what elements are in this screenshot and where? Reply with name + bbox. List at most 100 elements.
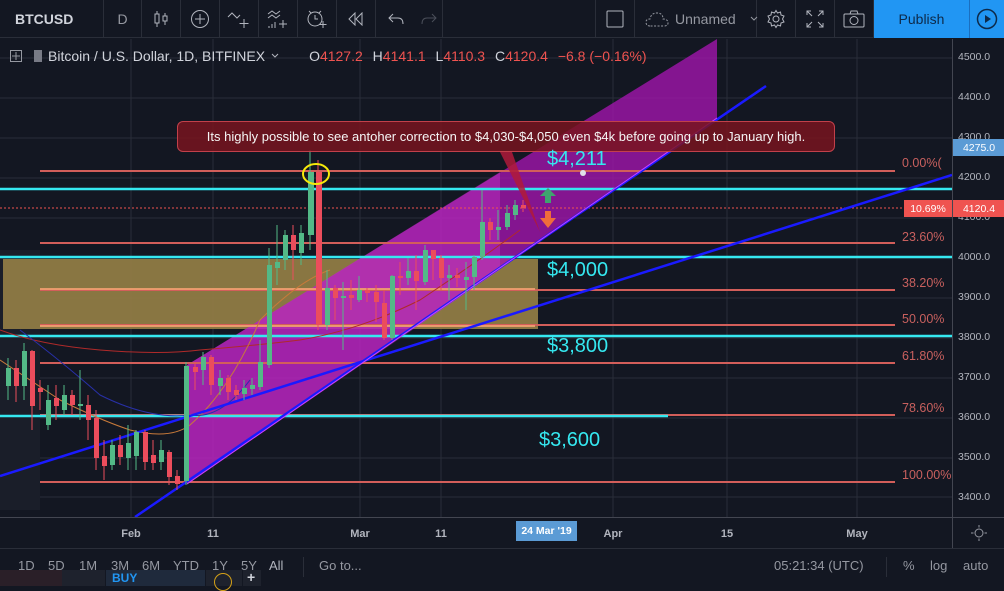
auto-scale-toggle[interactable]: auto xyxy=(963,558,989,573)
range-3m[interactable]: 3M xyxy=(111,558,130,573)
rectangle-select-icon xyxy=(606,10,624,28)
crosshair-date-tag: 24 Mar '19 xyxy=(516,521,577,541)
open-value: 4127.2 xyxy=(319,48,363,64)
axis-settings-button[interactable] xyxy=(952,517,1004,548)
toolbar-spacer xyxy=(443,0,596,38)
layout-name: Unnamed xyxy=(675,10,736,27)
divider xyxy=(303,557,304,577)
time-tick: Mar xyxy=(350,528,370,540)
range-1m[interactable]: 1M xyxy=(79,558,98,573)
close-label: C xyxy=(494,48,506,64)
log-scale-toggle[interactable]: log xyxy=(930,558,948,573)
top-toolbar: BTCUSD D Unnamed Publish xyxy=(0,0,1004,38)
candles-icon xyxy=(152,10,170,28)
add-panel-button[interactable]: + xyxy=(243,569,261,586)
snapshot-button[interactable] xyxy=(835,0,874,38)
price-tick: 3400.0 xyxy=(958,491,991,503)
price-tick: 4500.0 xyxy=(958,51,991,63)
open-label: O xyxy=(309,48,320,64)
redo-button[interactable] xyxy=(415,0,443,38)
level-label-3600[interactable]: $3,600 xyxy=(539,429,601,451)
publish-menu-button[interactable] xyxy=(970,0,1004,38)
range-1y[interactable]: 1Y xyxy=(212,558,228,573)
price-tick: 4200.0 xyxy=(958,171,991,183)
range-ytd[interactable]: YTD xyxy=(173,558,199,573)
trading-panel-spread xyxy=(62,570,105,586)
close-value: 4120.4 xyxy=(505,48,548,64)
price-axis[interactable]: 4500.0 4400.0 4300.0 4200.0 4100.0 4000.… xyxy=(952,39,1004,517)
chevron-down-icon[interactable] xyxy=(271,53,279,59)
chart-pane[interactable]: Bitcoin / U.S. Dollar, 1D, BITFINEX O412… xyxy=(0,39,952,517)
fib-label-50: 50.00% xyxy=(902,312,945,326)
goto-button[interactable]: Go to... xyxy=(319,558,362,573)
price-tick: 4000.0 xyxy=(958,251,991,263)
time-tick: May xyxy=(846,528,868,540)
symbol-search[interactable]: BTCUSD xyxy=(0,0,104,38)
fib-label-61-8: 61.80% xyxy=(902,349,945,363)
price-tick: 4400.0 xyxy=(958,91,991,103)
financials-icon xyxy=(266,9,290,29)
buy-button[interactable]: BUY xyxy=(106,570,205,586)
play-icon xyxy=(976,8,998,30)
indicators-icon xyxy=(227,9,251,29)
level-label-4000[interactable]: $4,000 xyxy=(547,259,609,281)
series-color-icon xyxy=(34,50,42,62)
fib-label-0: 0.00%( xyxy=(902,156,942,170)
chevron-down-icon xyxy=(750,16,758,22)
undo-button[interactable] xyxy=(376,0,415,38)
fib-label-100: 100.00% xyxy=(902,468,952,482)
indicators-button[interactable] xyxy=(220,0,259,38)
clock[interactable]: 05:21:34 (UTC) xyxy=(774,558,864,573)
high-value: 4141.1 xyxy=(382,48,426,64)
change-value: −6.8 (−0.16%) xyxy=(557,48,647,64)
range-6m[interactable]: 6M xyxy=(142,558,161,573)
range-5y[interactable]: 5Y xyxy=(241,558,257,573)
range-all[interactable]: All xyxy=(269,558,284,573)
compare-button[interactable] xyxy=(181,0,220,38)
financials-button[interactable] xyxy=(259,0,298,38)
alert-button[interactable] xyxy=(298,0,337,38)
replay-button[interactable] xyxy=(337,0,376,38)
range-5d[interactable]: 5D xyxy=(48,558,65,573)
select-button[interactable] xyxy=(596,0,635,38)
ohlc-values: O4127.2 H4141.1 L4110.3 C4120.4 −6.8 (−0… xyxy=(309,48,653,64)
time-tick: 11 xyxy=(207,528,219,540)
fib-label-78-6: 78.60% xyxy=(902,401,945,415)
percent-scale-toggle[interactable]: % xyxy=(903,558,915,573)
sun-settings-icon xyxy=(970,525,987,541)
layout-name-button[interactable]: Unnamed xyxy=(635,0,758,38)
alert-icon xyxy=(306,9,328,29)
publish-button[interactable]: Publish xyxy=(874,0,970,38)
cloud-icon xyxy=(645,11,669,27)
settings-button[interactable] xyxy=(757,0,796,38)
low-value: 4110.3 xyxy=(443,48,486,64)
buy-label: BUY xyxy=(112,571,138,585)
undo-icon xyxy=(387,12,404,26)
last-price-tag: 4120.4 xyxy=(953,200,1004,217)
trading-panel-strip xyxy=(0,570,62,586)
level-label-3800[interactable]: $3,800 xyxy=(547,335,609,357)
level-label-4211[interactable]: $4,211 xyxy=(547,148,607,170)
trading-info-button[interactable] xyxy=(206,570,242,591)
info-icon xyxy=(214,573,232,591)
series-title[interactable]: Bitcoin / U.S. Dollar, 1D, BITFINEX xyxy=(48,48,266,64)
annotation-callout[interactable]: Its highly possible to see antoher corre… xyxy=(177,121,835,152)
time-axis[interactable]: Feb 11 Mar 11 Apr 15 May 24 Mar '19 xyxy=(0,517,952,548)
chart-style-button[interactable] xyxy=(142,0,181,38)
add-compare-icon[interactable] xyxy=(10,50,22,62)
gear-icon xyxy=(766,9,786,29)
camera-icon xyxy=(843,10,865,28)
price-tick: 3800.0 xyxy=(958,331,991,343)
price-tick: 3500.0 xyxy=(958,451,991,463)
fib-label-38-2: 38.20% xyxy=(902,276,945,290)
time-tick: Feb xyxy=(121,528,141,540)
fib-label-23-6: 23.60% xyxy=(902,230,945,244)
fullscreen-button[interactable] xyxy=(796,0,835,38)
price-tick: 3600.0 xyxy=(958,411,991,423)
interval-button[interactable]: D xyxy=(104,0,142,38)
high-label: H xyxy=(372,48,383,64)
time-tick: 15 xyxy=(720,528,734,540)
last-price-percent-tag: 10.69% xyxy=(904,200,952,217)
range-1d[interactable]: 1D xyxy=(18,558,35,573)
compare-add-icon xyxy=(190,9,210,29)
